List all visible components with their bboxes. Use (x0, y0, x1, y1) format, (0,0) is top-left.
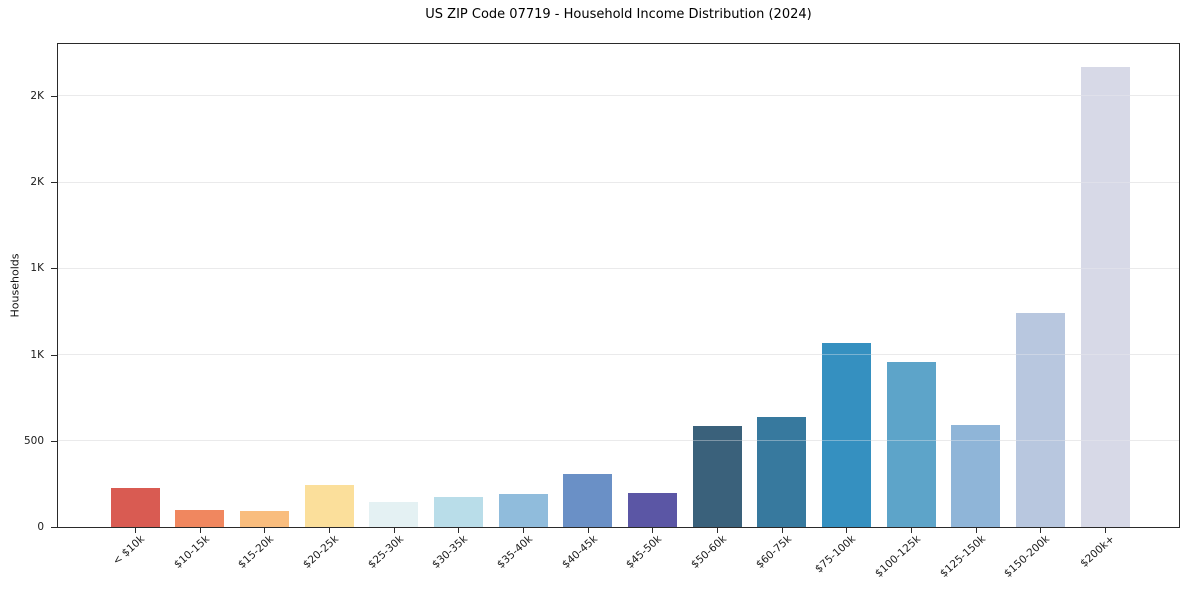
xtick-label-2: $10-15k (171, 533, 212, 571)
ytick-label-500: 500 (23, 434, 44, 447)
xtick-mark-11 (781, 528, 783, 533)
xtick-mark-9 (652, 528, 654, 533)
xtick-mark-7 (523, 528, 525, 533)
xtick-mark-3 (264, 528, 266, 533)
bar-3 (239, 510, 289, 527)
bar-7 (498, 493, 548, 527)
ytick-mark-1500 (51, 268, 57, 270)
gridline-overlay-1500 (58, 267, 1179, 269)
xtick-mark-16 (1105, 528, 1107, 533)
gridline-overlay-2000 (58, 181, 1179, 183)
xtick-label-14: $125-150k (937, 533, 988, 580)
bar-12 (821, 342, 871, 527)
xtick-label-12: $75-100k (813, 533, 859, 576)
bar-9 (627, 492, 677, 527)
ytick-mark-2500 (51, 95, 57, 97)
y-axis-tick-labels: 0 500 1K 1K 2K 2K (0, 43, 51, 533)
gridline-1500 (58, 267, 1179, 269)
ytick-label-2000: 2K (30, 176, 44, 188)
x-axis-tick-labels: < $10k $10-15k $15-20k $20-25k $25-30k $30-35… (58, 533, 1181, 590)
gridline-1000 (58, 354, 1179, 355)
xtick-label-7: $35-40k (494, 533, 536, 571)
bar-8 (563, 474, 613, 527)
gridline-2000 (58, 181, 1179, 183)
xtick-label-11: $60-75k (753, 533, 794, 571)
bar-14 (951, 424, 1001, 527)
xtick-mark-13 (911, 528, 913, 533)
y-axis-tick-marks (51, 43, 57, 528)
gridline-500 (58, 440, 1179, 442)
xtick-mark-4 (329, 528, 330, 533)
xtick-mark-15 (1040, 528, 1042, 533)
ytick-mark-500 (51, 440, 57, 442)
xtick-mark-14 (975, 528, 977, 533)
ytick-label-0: 0 (37, 521, 44, 533)
bar-5 (369, 501, 419, 527)
bar-4 (304, 484, 354, 527)
bar-10 (692, 425, 742, 527)
xtick-label-16: $200k+ (1078, 533, 1118, 570)
gridline-2500 (58, 95, 1179, 97)
ytick-mark-1000 (51, 354, 57, 356)
xtick-label-3: $15-20k (236, 533, 277, 571)
xtick-label-8: $40-45k (559, 533, 600, 571)
xtick-label-13: $100-125k (872, 533, 924, 580)
ytick-label-2500: 2K (30, 89, 44, 102)
bar-2 (175, 510, 225, 527)
xtick-label-1: < $10k (110, 533, 148, 568)
xtick-mark-8 (587, 528, 589, 533)
bar-1 (110, 487, 160, 527)
bar-15 (1015, 313, 1065, 527)
xtick-label-5: $25-30k (365, 533, 406, 571)
xtick-mark-10 (717, 528, 719, 533)
chart-title: US ZIP Code 07719 - Household Income Dis… (425, 7, 812, 22)
xtick-mark-5 (393, 528, 395, 533)
xtick-mark-2 (199, 528, 201, 533)
ytick-label-1500: 1K (30, 262, 44, 275)
xtick-mark-6 (458, 528, 460, 533)
xtick-mark-1 (135, 528, 136, 533)
bar-6 (433, 496, 483, 527)
gridline-overlay-500 (58, 440, 1179, 442)
plot-area (57, 43, 1180, 528)
bar-16 (1080, 67, 1130, 527)
xtick-label-9: $45-50k (624, 533, 665, 571)
xtick-label-15: $150-200k (1002, 533, 1053, 580)
ytick-mark-2000 (51, 182, 57, 183)
bar-11 (757, 417, 807, 527)
xtick-label-10: $50-60k (688, 533, 730, 571)
bar-13 (886, 361, 936, 527)
xtick-label-6: $30-35k (430, 533, 471, 571)
xtick-label-4: $20-25k (300, 533, 342, 571)
gridline-overlay-1000 (58, 354, 1179, 355)
xtick-mark-12 (846, 528, 848, 533)
ytick-mark-0 (51, 527, 57, 528)
ytick-label-1000: 1K (30, 348, 44, 361)
gridline-overlay-2500 (58, 95, 1179, 97)
x-axis-tick-marks (58, 528, 1181, 534)
